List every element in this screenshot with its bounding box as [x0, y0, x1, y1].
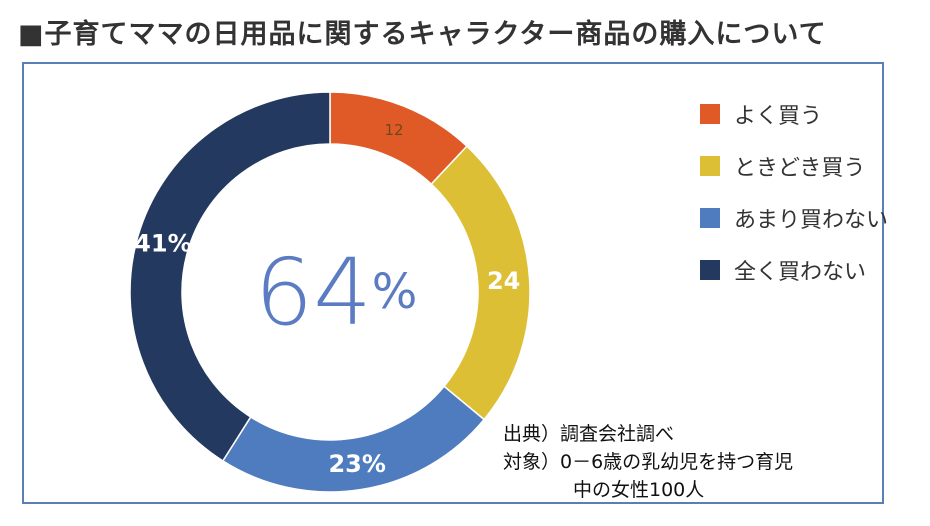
legend-swatch: [700, 208, 720, 228]
target-line: 対象）0－6歳の乳幼児を持つ育児: [503, 451, 794, 473]
center-percentage: 64%: [255, 239, 418, 346]
source-line: 出典）調査会社調べ: [503, 423, 675, 445]
chart-title: ■子育てママの日用品に関するキャラクター商品の購入について: [18, 19, 827, 50]
legend-swatch: [700, 260, 720, 280]
slice-data-label: 24: [487, 267, 520, 295]
legend-item: あまり買わない: [700, 204, 889, 233]
source-note: 出典）調査会社調べ 対象）0－6歳の乳幼児を持つ育児 中の女性100人: [503, 420, 793, 504]
legend-label: あまり買わない: [734, 208, 889, 233]
slice-data-label: 41%: [134, 229, 191, 257]
target-line-continued: 中の女性100人: [573, 479, 705, 501]
legend-item: よく買う: [700, 100, 888, 129]
legend-label: 全く買わない: [734, 260, 867, 285]
legend-item: ときどき買う: [700, 152, 888, 181]
legend-label: よく買う: [734, 104, 823, 129]
legend-swatch: [700, 156, 720, 176]
legend-label: ときどき買う: [734, 156, 866, 181]
legend: よく買う ときどき買う あまり買わない 全く買わない: [700, 100, 888, 308]
slice-data-label: 12: [385, 121, 404, 139]
chart-frame: [22, 62, 884, 504]
donut-slice: [129, 91, 331, 462]
legend-swatch: [700, 104, 720, 124]
slice-data-label: 23%: [328, 450, 385, 478]
legend-item: 全く買わない: [700, 256, 888, 285]
